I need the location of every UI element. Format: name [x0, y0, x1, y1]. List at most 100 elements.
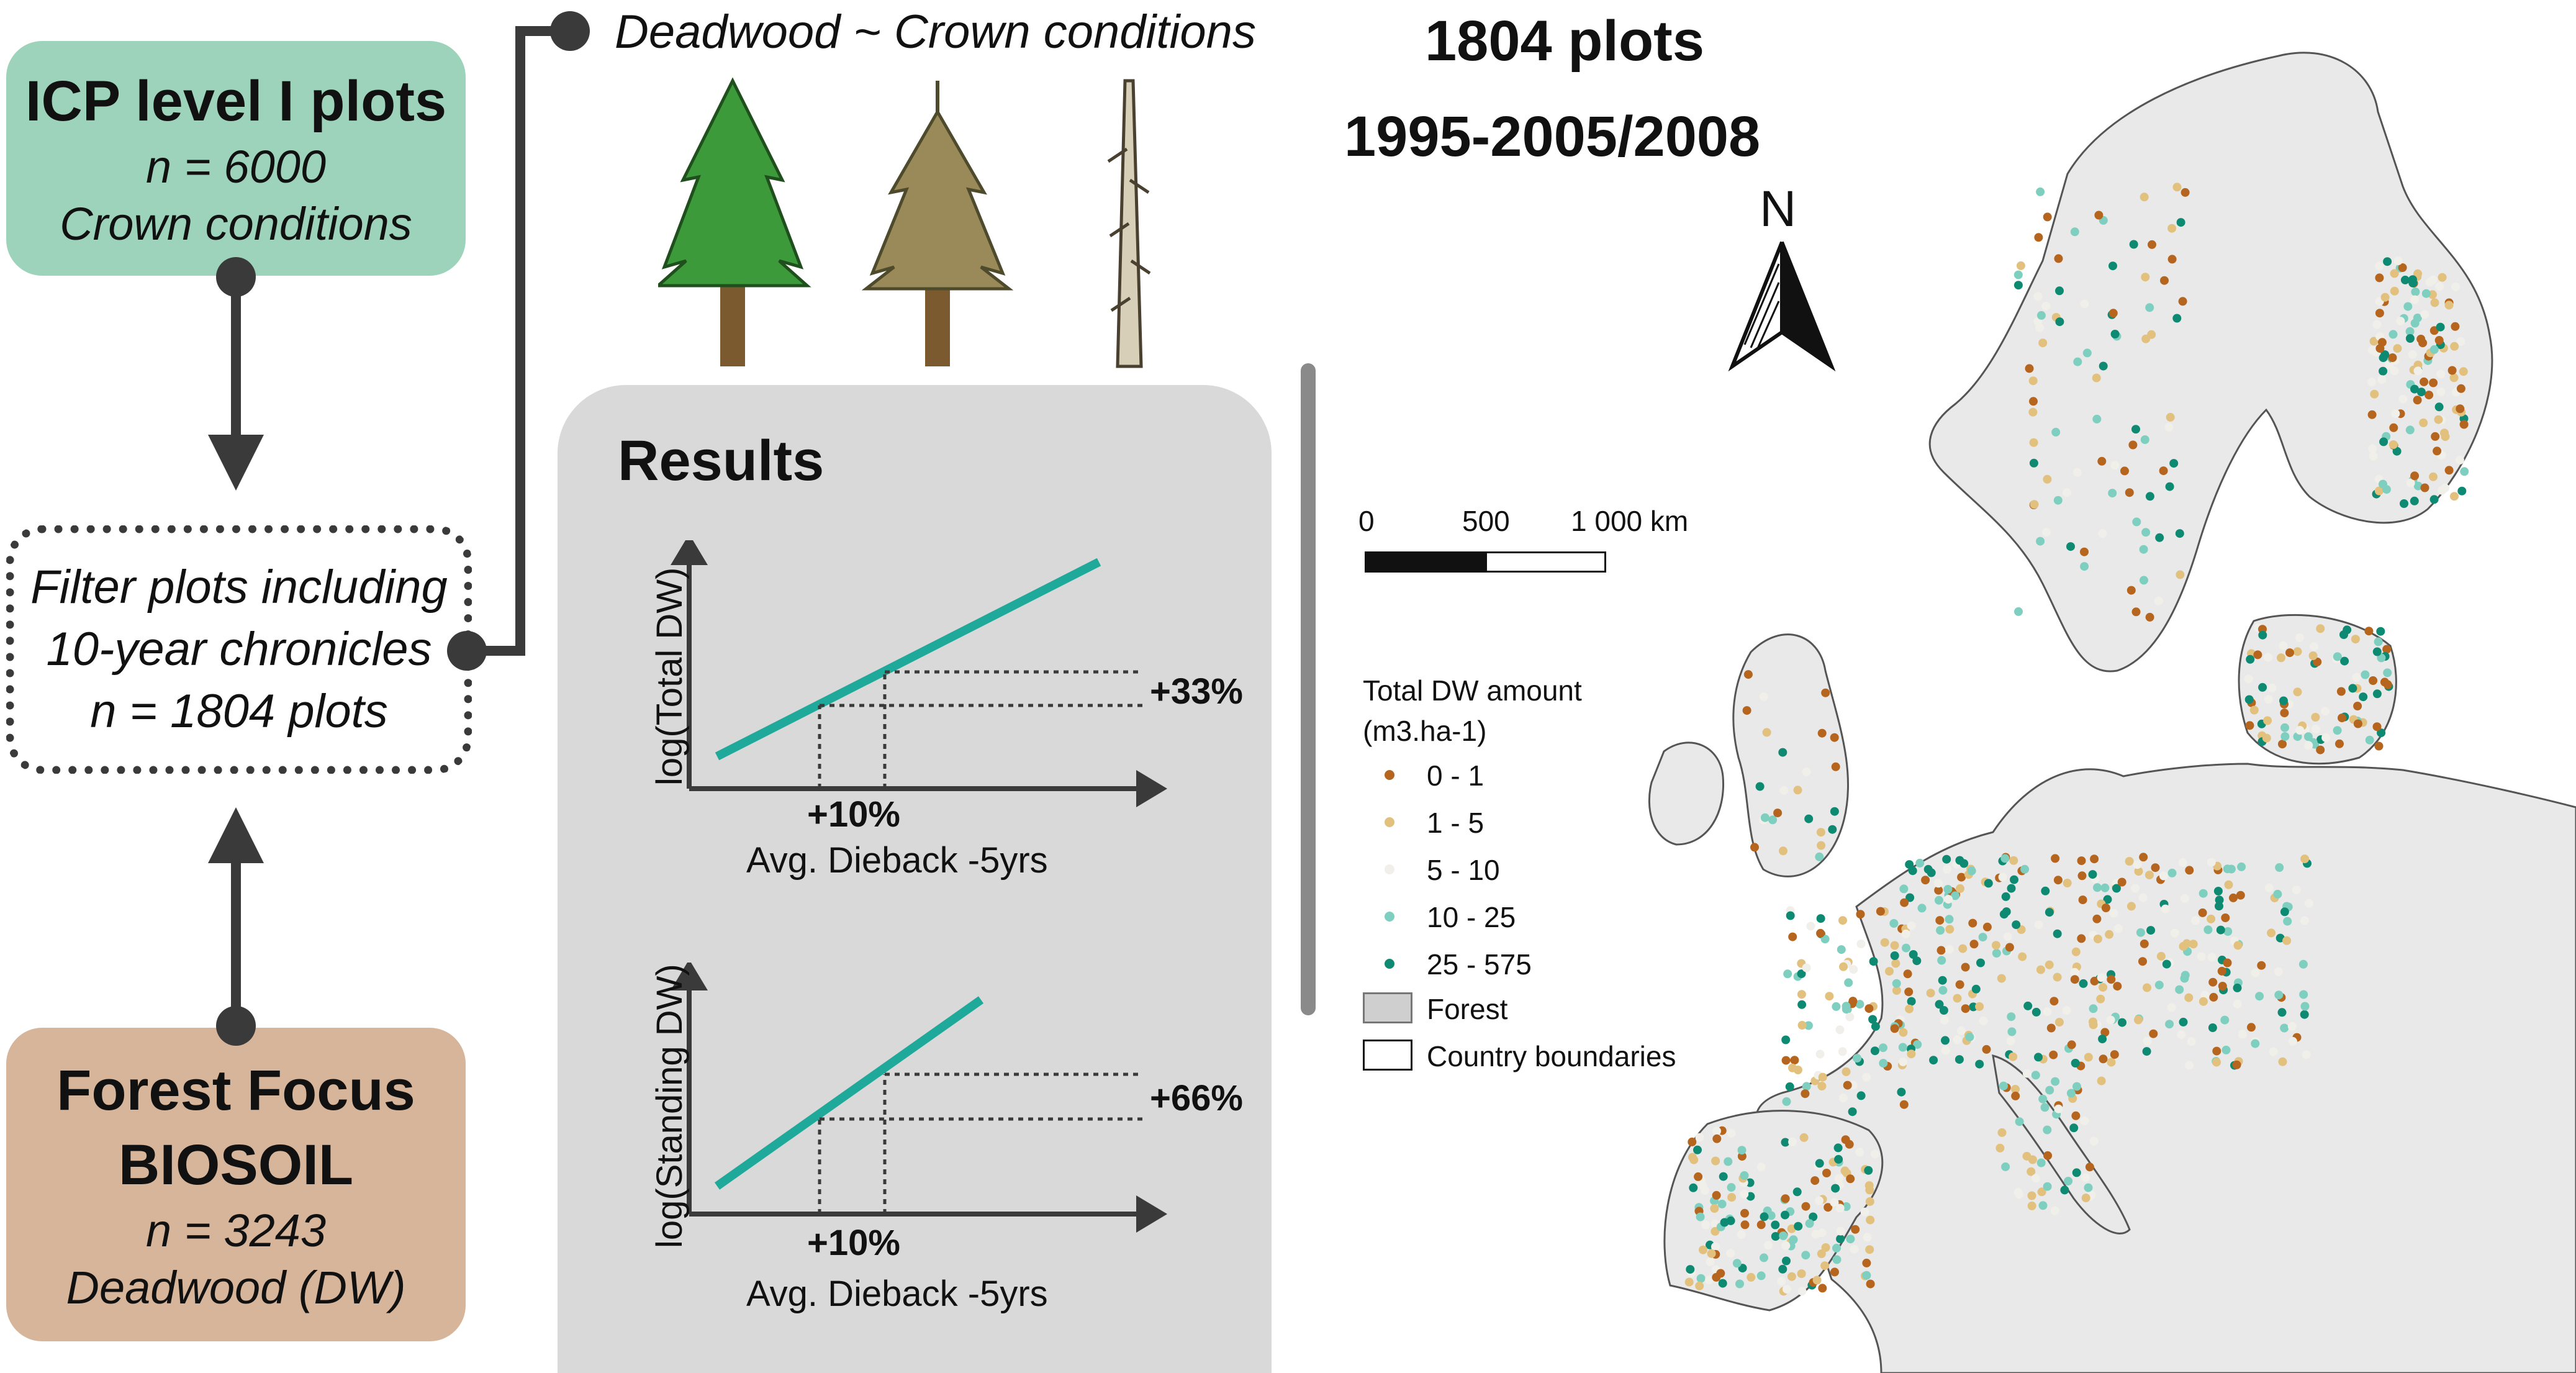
plot-dot: [2343, 625, 2352, 635]
plot-dot: [2369, 451, 2378, 461]
plot-dot: [2275, 863, 2284, 872]
plot-dot: [1865, 1197, 1874, 1206]
plot-dot: [1905, 1004, 1914, 1013]
plot-dot: [2050, 1206, 2059, 1215]
plot-dot: [2410, 471, 2420, 481]
plot-dot: [1817, 728, 1827, 738]
plot-dot: [1845, 1012, 1855, 1022]
plot-dot: [1835, 1203, 1845, 1213]
plot-dot: [2215, 902, 2223, 911]
plot-dot: [1929, 1056, 1938, 1065]
plot-dot: [2077, 934, 2086, 943]
plot-dot: [2118, 1018, 2126, 1027]
plot-dot: [2212, 1046, 2221, 1056]
plot-dot: [1889, 919, 1899, 928]
plot-dot: [2133, 860, 2142, 869]
plot-dot: [1797, 990, 1806, 999]
plot-dot: [1907, 1049, 1916, 1059]
plot-dot: [2338, 714, 2346, 723]
trend-line: [715, 558, 1101, 761]
plot-dot: [2413, 366, 2423, 376]
plot-dot: [1771, 1232, 1780, 1241]
plot-dot: [2302, 1050, 2311, 1059]
plot-dot: [2154, 981, 2164, 990]
plot-dot: [2359, 692, 2368, 702]
plot-dot: [2223, 864, 2232, 874]
plot-dot: [1727, 1183, 1736, 1192]
plot-dot: [2134, 1015, 2143, 1025]
plot-dot: [1743, 670, 1753, 679]
plot-dot: [1695, 1281, 1704, 1290]
plot-dot: [1991, 941, 2000, 950]
plot-dot: [1727, 1193, 1737, 1202]
plot-dot: [1850, 1244, 1859, 1254]
plot-dot: [1768, 815, 1778, 825]
ylabel-standing-dw: log(Standing DW): [649, 964, 690, 1248]
x-axis-arrow: [1136, 1195, 1167, 1233]
plot-dot: [2408, 275, 2417, 284]
plot-dot: [1756, 1162, 1766, 1171]
plot-dot: [2045, 960, 2054, 969]
plot-dot: [2177, 1030, 2186, 1040]
plot-dot: [1710, 1204, 1719, 1213]
plot-dot: [2131, 884, 2140, 893]
plot-dot: [2367, 410, 2377, 419]
plot-dot: [1686, 1265, 1695, 1274]
plot-dot: [1885, 967, 1894, 976]
legend-label-10-25: 10 - 25: [1427, 901, 1516, 933]
plot-dot: [1787, 1224, 1796, 1233]
plot-dot: [2043, 212, 2052, 222]
plot-dot: [1786, 911, 1795, 920]
x-change-total: +10%: [807, 794, 900, 835]
plot-dot: [2449, 373, 2459, 383]
plot-dot: [2247, 1023, 2256, 1032]
plot-dot: [2410, 319, 2420, 328]
plot-dot: [1824, 1203, 1833, 1212]
plot-dot: [1909, 950, 1918, 959]
plot-dot: [2367, 377, 2376, 386]
plot-dot: [2100, 1028, 2110, 1037]
plot-dot: [2258, 630, 2267, 640]
plot-dot: [1856, 940, 1866, 948]
plot-dot: [2164, 422, 2174, 432]
plot-dot: [2353, 719, 2362, 728]
plot-dot: [2096, 994, 2105, 1004]
plot-dot: [2051, 854, 2060, 863]
plot-dot: [2162, 959, 2171, 969]
plot-dot: [2405, 327, 2415, 336]
plot-dot: [2365, 735, 2374, 745]
plot-dot: [1801, 1251, 1810, 1260]
map-period: 1995-2005/2008: [1344, 105, 1761, 168]
plot-dot: [2053, 972, 2062, 982]
plot-dot: [2062, 488, 2071, 497]
plot-dot: [2450, 342, 2459, 351]
plot-dot: [2300, 854, 2310, 864]
plot-dot: [2264, 695, 2273, 704]
plot-dot: [2277, 1008, 2287, 1017]
plot-dot: [1927, 868, 1936, 877]
plot-dot: [1779, 1231, 1788, 1240]
plot-dot: [2045, 908, 2054, 917]
plot-dot: [2165, 1020, 2174, 1029]
plot-dot: [1698, 1181, 1707, 1190]
dead-tree-icon: [1107, 79, 1151, 368]
plot-dot: [2038, 1201, 2048, 1210]
plot-dot: [2051, 1077, 2060, 1086]
plot-dot: [2340, 656, 2349, 666]
plot-dot: [2377, 375, 2387, 384]
plot-dot: [1934, 879, 1943, 888]
plot-dot: [2313, 657, 2322, 666]
plot-dot: [1951, 891, 1960, 900]
y-axis-arrow: [671, 540, 708, 565]
plot-dot: [2438, 273, 2447, 282]
plot-dot: [1841, 1135, 1850, 1144]
plot-dot: [1846, 1235, 1855, 1244]
plot-dot: [2197, 952, 2206, 961]
plot-dot: [2080, 547, 2089, 556]
plot-dot: [2066, 542, 2075, 551]
plot-dot: [2107, 1058, 2116, 1067]
plot-dot: [1982, 1044, 1991, 1054]
plot-dot: [2295, 726, 2305, 735]
plot-dot: [2251, 1039, 2260, 1048]
plot-dot: [2280, 907, 2289, 917]
